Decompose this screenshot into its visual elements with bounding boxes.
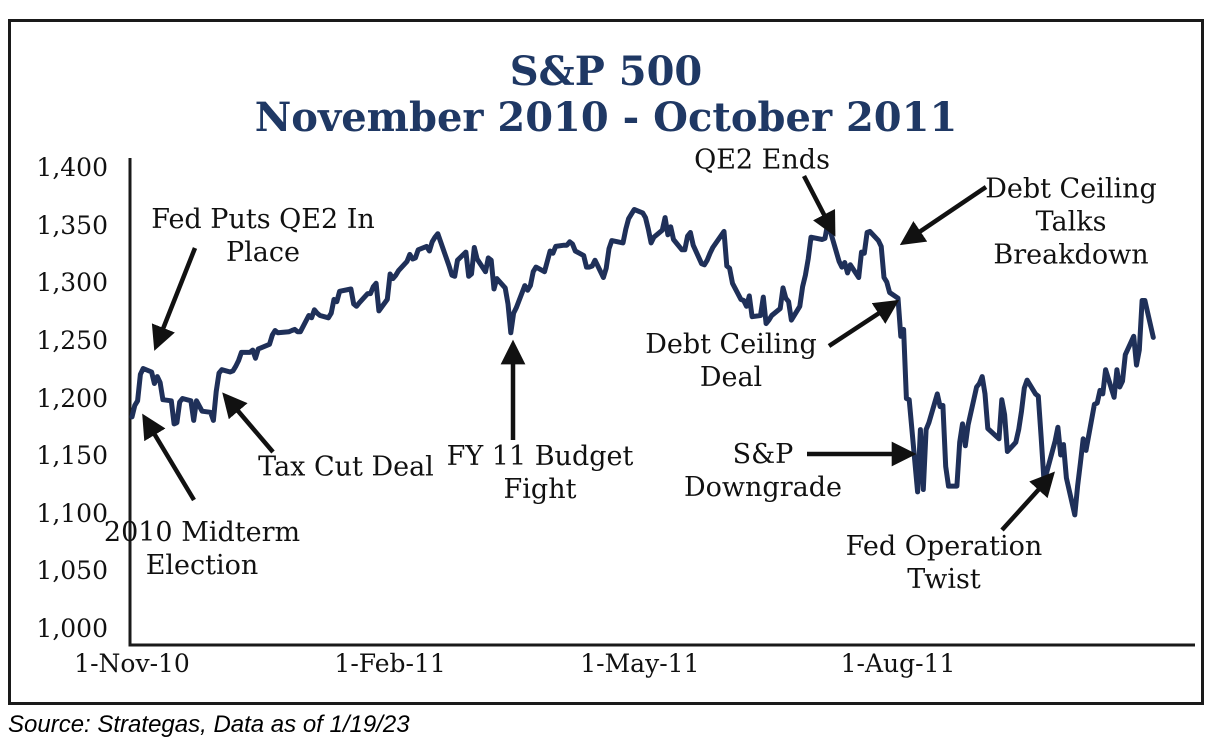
chart-title-block: S&P 500 November 2010 - October 2011: [0, 49, 1212, 141]
annotation-label-fed-puts-qe2: Fed Puts QE2 In Place: [151, 204, 375, 268]
y-tick-label-1400: 1,400: [36, 153, 108, 182]
y-tick-label-1150: 1,150: [36, 441, 108, 471]
annotation-arrow-debt-ceiling-breakdown: [899, 185, 988, 246]
x-tick-label-1-Aug-11: 1-Aug-11: [840, 649, 956, 678]
annotation-label-fy11-budget-fight: FY 11 Budget Fight: [446, 441, 634, 505]
annotation-label-fed-operation-twist: Fed Operation Twist: [845, 531, 1043, 595]
y-tick-label-1250: 1,250: [36, 325, 108, 355]
annotation-label-midterm-election: 2010 Midterm Election: [103, 517, 301, 581]
sp500-price-line: [129, 207, 1156, 518]
annotation-arrow-fed-operation-twist: [1000, 471, 1055, 532]
annotation-arrow-tax-cut-deal: [222, 392, 275, 454]
annotation-label-debt-ceiling-breakdown: Debt Ceiling Talks Breakdown: [985, 173, 1157, 271]
annotation-label-debt-ceiling-deal: Debt Ceiling Deal: [645, 329, 817, 393]
annotation-arrow-debt-ceiling-deal: [827, 299, 900, 348]
y-tick-label-1200: 1,200: [36, 383, 108, 413]
x-tick-label-1-Feb-11: 1-Feb-11: [334, 649, 446, 678]
x-tick-label-1-Nov-10: 1-Nov-10: [74, 649, 190, 678]
x-tick-label-1-May-11: 1-May-11: [580, 649, 700, 678]
chart-frame: [8, 19, 1204, 705]
annotation-label-qe2-ends: QE2 Ends: [694, 144, 830, 176]
y-tick-label-1350: 1,350: [36, 210, 108, 240]
y-tick-label-1050: 1,050: [36, 556, 108, 586]
annotation-label-sp-downgrade: S&P Downgrade: [684, 439, 842, 503]
annotation-arrow-qe2-ends: [802, 174, 836, 237]
y-tick-label-1300: 1,300: [36, 268, 108, 298]
chart-subtitle: November 2010 - October 2011: [254, 94, 958, 141]
annotation-arrow-fed-puts-qe2: [151, 247, 198, 351]
y-tick-label-1000: 1,000: [36, 614, 108, 643]
annotation-arrow-midterm-election: [142, 413, 196, 502]
y-tick-label-1100: 1,100: [36, 498, 108, 528]
source-note: Source: Strategas, Data as of 1/19/23: [8, 711, 410, 738]
chart-title: S&P 500: [509, 48, 703, 95]
annotation-label-tax-cut-deal: Tax Cut Deal: [258, 451, 434, 483]
